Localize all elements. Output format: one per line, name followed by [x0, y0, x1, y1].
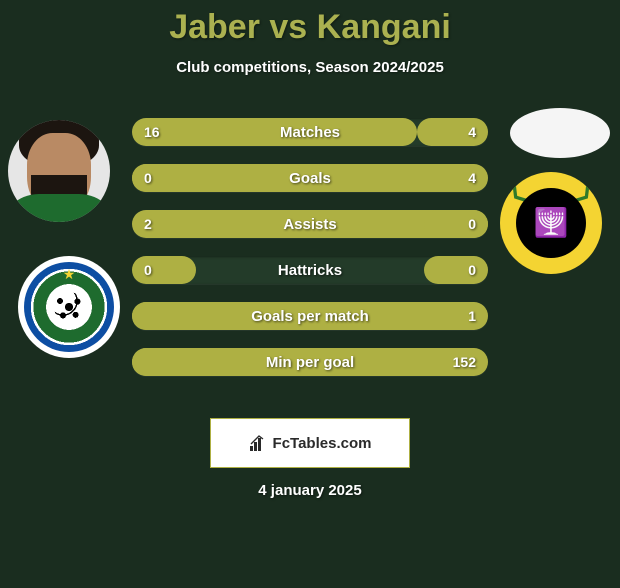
- fctables-logo-icon: [249, 434, 267, 452]
- stat-fill-right: [132, 348, 488, 376]
- stat-row: Assists20: [132, 210, 488, 238]
- stat-bars: Matches164 Goals04 Assists20 Hattricks00 Goa…: [132, 118, 488, 394]
- stat-row: Min per goal152: [132, 348, 488, 376]
- stat-row: Goals04: [132, 164, 488, 192]
- stat-row: Hattricks00: [132, 256, 488, 284]
- stat-fill-right: [132, 164, 488, 192]
- stat-fill-left: [132, 256, 196, 284]
- page-subtitle: Club competitions, Season 2024/2025: [0, 59, 620, 76]
- attribution-badge: FcTables.com: [210, 418, 410, 468]
- stat-fill-right: [424, 256, 488, 284]
- club-right-crest: ❮ ❯ 🕎: [500, 172, 602, 274]
- player-right-avatar: [510, 108, 610, 158]
- stat-fill-left: [132, 118, 417, 146]
- stat-fill-right: [132, 302, 488, 330]
- stat-row: Matches164: [132, 118, 488, 146]
- date-text: 4 january 2025: [0, 482, 620, 499]
- page-title: Jaber vs Kangani: [0, 8, 620, 47]
- football-icon: [54, 292, 84, 322]
- stat-row: Goals per match1: [132, 302, 488, 330]
- club-left-crest: ★: [18, 256, 120, 358]
- comparison-panel: ★ ❮ ❯ 🕎 Matches164 Goals04 Assists20 Hattri…: [0, 104, 620, 404]
- star-icon: ★: [63, 266, 76, 283]
- player-left-avatar: [8, 120, 110, 222]
- stat-fill-right: [417, 118, 488, 146]
- menorah-icon: 🕎: [534, 209, 569, 237]
- stat-fill-right: [424, 210, 488, 238]
- attribution-text: FcTables.com: [273, 435, 372, 452]
